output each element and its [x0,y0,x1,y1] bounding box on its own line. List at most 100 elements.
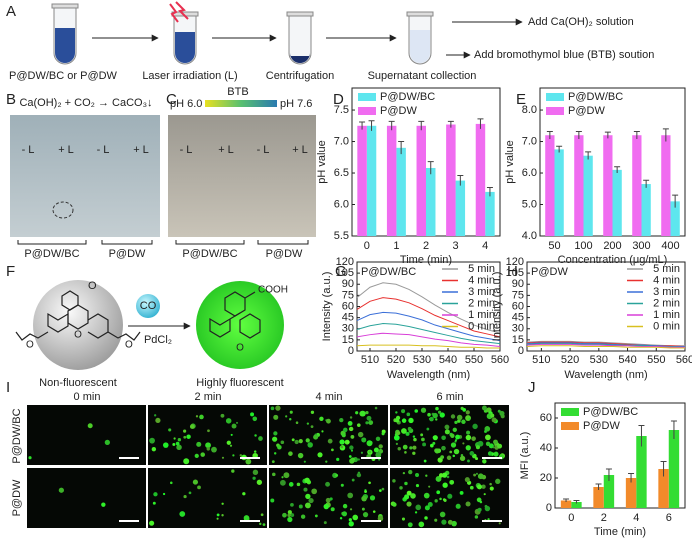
cell [462,408,467,412]
line [526,345,685,349]
cell [485,441,491,447]
cell [401,409,406,414]
cell [493,439,498,445]
x-tick-label: 560 [676,354,692,366]
line [356,311,501,342]
cell [177,437,182,442]
cell [425,474,428,477]
cell [294,439,299,445]
cell [323,521,327,525]
column-label: 0 min [74,391,101,403]
tube-liquid [175,32,195,63]
cell [362,512,369,518]
atom-label: O [236,343,244,354]
x-tick-label: 530 [590,354,608,366]
cell [273,414,279,420]
cell [151,446,157,452]
cell [449,479,455,485]
legend-label: P@DW [583,420,620,432]
cell [194,453,199,459]
y-tick-label: 15 [512,334,524,346]
x-tick-label: 0 [364,240,370,252]
x-tick-label: 520 [387,354,405,366]
cell [439,412,445,418]
decoration [12,3,509,528]
cell [349,445,354,450]
cell [453,448,460,455]
cell [395,442,399,446]
legend-swatch [546,107,564,115]
photo [168,115,316,237]
cell [199,414,204,420]
cell [260,513,264,517]
line [526,342,685,348]
cell [297,452,304,459]
cell [406,412,411,417]
cell [310,410,315,414]
cell [377,515,384,522]
cell [280,440,285,445]
line [356,323,501,345]
y-tick-label: 0 [348,345,354,357]
cell [450,414,456,419]
legend-label: 4 min [468,274,495,286]
cell [447,493,453,499]
scheme-step: P@DW/BC or P@DW [9,70,118,82]
cell [432,441,436,445]
cell [378,458,381,461]
cell [250,412,255,417]
error-bar [614,166,621,174]
bar [485,191,495,236]
tube-label: - L [180,144,193,156]
legend-label: 2 min [468,297,495,309]
cell [441,435,446,441]
panel-label: H [507,263,518,280]
cell [252,469,259,476]
scheme-branch: Add Ca(OH)₂ solution [528,16,634,28]
cell [476,484,482,490]
legend-label: P@DW [380,105,417,117]
bar [612,169,622,236]
cell [298,439,303,444]
error-bar [546,130,553,140]
cell [305,438,310,443]
cell [402,444,408,450]
bar [545,135,555,236]
cell [253,450,257,453]
x-tick-label: 200 [603,240,621,252]
legend-label: P@DW/BC [568,91,623,103]
legend-swatch [358,93,376,101]
column-label: 2 min [195,391,222,403]
cell [314,514,318,518]
cell [441,445,446,451]
x-tick-label: 540 [618,354,636,366]
bracket [17,240,153,245]
y-tick-label: 105 [336,267,354,279]
cell [192,479,199,485]
cell [272,436,278,442]
cell [435,476,442,482]
cell [356,423,361,427]
cell [409,446,413,450]
error-bar [359,121,366,130]
y-tick-label: 60 [342,300,354,312]
cell [303,460,306,463]
cell [347,492,354,499]
micrograph [27,468,146,528]
cell [221,502,224,505]
cell [173,437,176,440]
cell [290,502,294,507]
y-axis-label: pH value [504,140,516,183]
tube-liquid [410,30,430,63]
y-tick-label: 40 [540,442,552,454]
cell [216,517,219,520]
panel-label: C [166,91,177,108]
cell [428,485,431,488]
laser-flash [169,3,179,23]
cell [336,457,340,461]
cell [446,455,452,461]
bar [668,430,680,508]
cell [481,484,486,489]
group-label: P@DW/BC [182,248,237,260]
